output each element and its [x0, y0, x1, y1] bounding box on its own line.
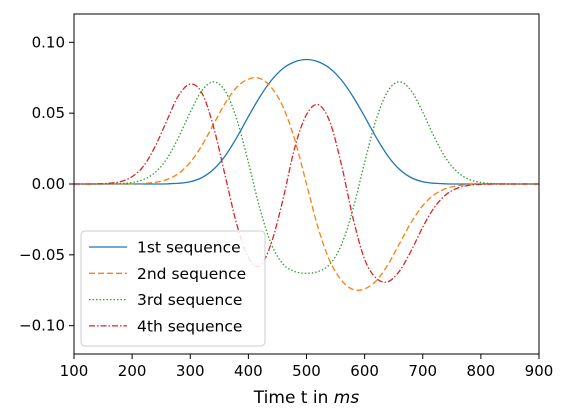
x-tick-label: 400: [234, 362, 263, 380]
x-axis-label: Time t in ms: [253, 388, 360, 408]
legend-label-2: 2nd sequence: [137, 265, 246, 283]
y-tick-label: 0.05: [32, 104, 65, 122]
y-tick-label: 0.10: [32, 33, 65, 51]
series-line-3: [74, 81, 539, 274]
x-tick-label: 900: [525, 362, 554, 380]
x-axis: 100 200 300 400 500 600 700 800 900: [60, 354, 554, 380]
x-tick-label: 700: [408, 362, 437, 380]
series-line-2: [74, 77, 539, 291]
x-axis-label-main: Time t in: [253, 388, 334, 408]
legend-label-3: 3rd sequence: [137, 291, 242, 309]
x-tick-label: 800: [467, 362, 496, 380]
x-tick-label: 500: [292, 362, 321, 380]
y-axis: −0.10 −0.05 0.00 0.05 0.10: [19, 33, 74, 335]
x-axis-label-unit: ms: [334, 388, 360, 408]
legend-label-1: 1st sequence: [137, 239, 241, 257]
y-tick-label: −0.10: [19, 317, 65, 335]
y-tick-label: 0.00: [32, 175, 65, 193]
legend-box: [80, 230, 266, 347]
y-tick-label: −0.05: [19, 246, 65, 264]
x-tick-label: 600: [350, 362, 379, 380]
series-line-4: [73, 83, 539, 283]
legend: 1st sequence 2nd sequence 3rd sequence 4th …: [80, 230, 266, 347]
series-layer: [73, 58, 539, 291]
series-line-1: [74, 58, 539, 185]
x-tick-label: 200: [118, 362, 147, 380]
x-tick-label: 300: [176, 362, 205, 380]
x-tick-label: 100: [60, 362, 89, 380]
legend-label-4: 4th sequence: [137, 317, 242, 335]
